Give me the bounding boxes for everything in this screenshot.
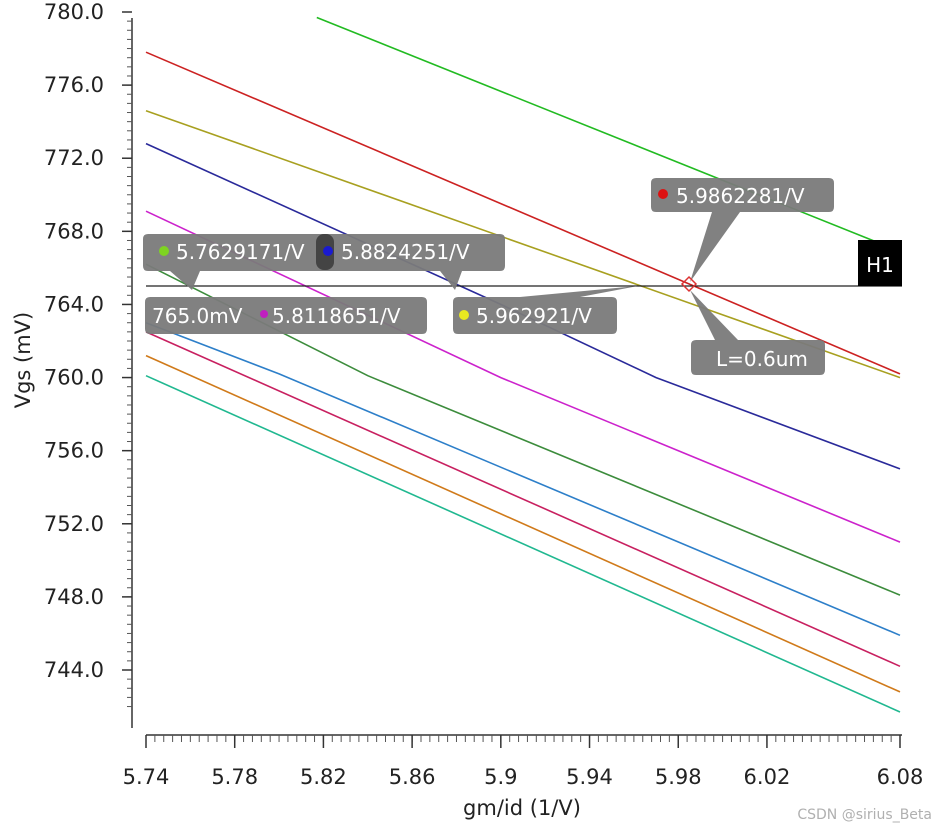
series-line-olive[interactable] — [145, 109, 901, 379]
x-axis-title: gm/id (1/V) — [463, 796, 581, 820]
curve-param-label[interactable]: L=0.6um — [716, 347, 808, 371]
y-tick-label: 768.0 — [44, 219, 104, 243]
marker-label-4: 5.962921/V — [476, 304, 592, 328]
y-tick-label: 764.0 — [44, 292, 104, 316]
cursor-value-label[interactable]: 765.0mV — [152, 304, 243, 328]
x-tick-label: 6.08 — [877, 765, 924, 789]
y-tick-label: 760.0 — [44, 366, 104, 390]
x-tick-label: 5.78 — [211, 765, 258, 789]
x-tick-label: 5.74 — [123, 765, 170, 789]
marker-callout-5[interactable]: 5.9862281/V — [658, 184, 805, 208]
series-line-crimson[interactable] — [145, 331, 901, 668]
watermark: CSDN @sirius_Beta — [797, 807, 932, 823]
marker-label-5: 5.9862281/V — [676, 184, 805, 208]
x-tick-label: 5.98 — [655, 765, 702, 789]
marker-label-1: 5.7629171/V — [176, 240, 305, 264]
x-tick-label: 5.9 — [484, 765, 517, 789]
y-tick-label: 780.0 — [44, 0, 104, 24]
marker-callout-2[interactable]: 5.8824251/V — [323, 240, 470, 264]
marker-label-2: 5.8824251/V — [341, 240, 470, 264]
x-tick-label: 5.82 — [300, 765, 347, 789]
x-axis: 5.74 5.78 5.82 5.86 5.9 5.94 5.98 6.02 6.08 gm/i… — [123, 734, 924, 820]
series-line-blue[interactable] — [145, 321, 901, 637]
marker-callout-3[interactable]: 5.8118651/V — [260, 304, 401, 328]
y-tick-label: 744.0 — [44, 658, 104, 682]
series-line-teal[interactable] — [145, 374, 901, 713]
x-tick-label: 6.02 — [744, 765, 791, 789]
h1-label-text: H1 — [866, 253, 894, 277]
marker-callout-4[interactable]: 5.962921/V — [459, 304, 592, 328]
marker-label-3: 5.8118651/V — [272, 304, 401, 328]
series-line-red[interactable] — [145, 51, 901, 375]
intersection-marker[interactable] — [680, 275, 698, 293]
series-line-green[interactable] — [316, 16, 901, 253]
y-tick-label: 752.0 — [44, 512, 104, 536]
y-tick-label: 772.0 — [44, 146, 104, 170]
h1-label[interactable]: H1 — [858, 240, 902, 286]
series-group — [145, 16, 901, 713]
y-tick-label: 748.0 — [44, 585, 104, 609]
callouts: 5.7629171/V 5.8824251/V 765.0mV 5.811865… — [143, 178, 834, 375]
x-tick-label: 5.94 — [566, 765, 613, 789]
series-line-navy[interactable] — [145, 142, 901, 470]
x-tick-label: 5.86 — [389, 765, 436, 789]
y-axis: 780.0 776.0 772.0 768.0 764.0 760.0 756.0 752.0… — [11, 0, 133, 728]
y-tick-label: 776.0 — [44, 73, 104, 97]
series-line-orange[interactable] — [145, 354, 901, 693]
marker-callout-1[interactable]: 5.7629171/V — [159, 240, 305, 264]
y-axis-title: Vgs (mV) — [11, 312, 35, 409]
y-tick-label: 756.0 — [44, 439, 104, 463]
